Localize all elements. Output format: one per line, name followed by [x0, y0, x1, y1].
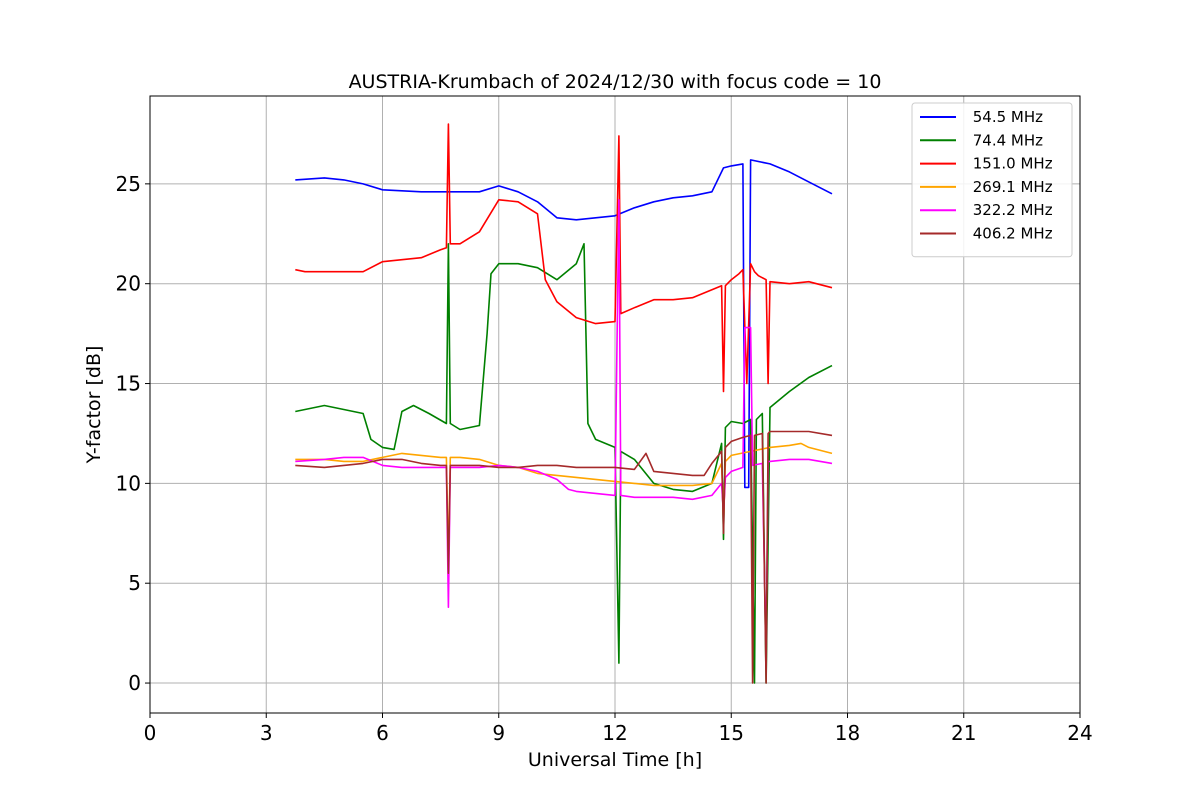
- legend-label: 151.0 MHz: [968, 155, 1053, 173]
- legend-label: 54.5 MHz: [968, 108, 1043, 126]
- series-line-4: [295, 199, 833, 658]
- legend-label: 406.2 MHz: [968, 225, 1053, 243]
- y-axis-label: Y-factor [dB]: [83, 346, 105, 465]
- y-tick-label: 10: [116, 471, 141, 495]
- x-tick-label: 6: [376, 721, 389, 745]
- x-tick-label: 0: [144, 721, 157, 745]
- x-tick-label: 3: [260, 721, 273, 745]
- x-tick-label: 24: [1067, 721, 1092, 745]
- y-tick-label: 0: [128, 671, 141, 695]
- y-tick-label: 20: [116, 272, 141, 296]
- legend-label: 322.2 MHz: [968, 201, 1053, 219]
- series-line-3: [295, 442, 833, 565]
- axis-ticks: 0 3 6 9 12 15 18 21 24 0 5 10 15 20 25: [116, 172, 1093, 745]
- x-tick-label: 21: [951, 721, 976, 745]
- chart-title: AUSTRIA-Krumbach of 2024/12/30 with focu…: [349, 71, 882, 93]
- legend-box: [911, 102, 1073, 258]
- series-area: [295, 123, 833, 684]
- series-line-5: [295, 430, 833, 684]
- x-tick-label: 15: [719, 721, 744, 745]
- series-line-0: [295, 159, 833, 489]
- legend-label: 74.4 MHz: [968, 131, 1043, 149]
- legend-label: 269.1 MHz: [968, 178, 1053, 196]
- y-tick-label: 15: [116, 372, 141, 396]
- x-tick-label: 9: [492, 721, 505, 745]
- y-tick-label: 25: [116, 172, 141, 196]
- y-tick-label: 5: [128, 571, 141, 595]
- legend: 54.5 MHz 74.4 MHz 151.0 MHz 269.1 MHz 32…: [911, 102, 1073, 258]
- x-tick-label: 12: [602, 721, 627, 745]
- x-axis-label: Universal Time [h]: [528, 749, 702, 771]
- x-tick-label: 18: [835, 721, 860, 745]
- series-line-2: [295, 123, 833, 393]
